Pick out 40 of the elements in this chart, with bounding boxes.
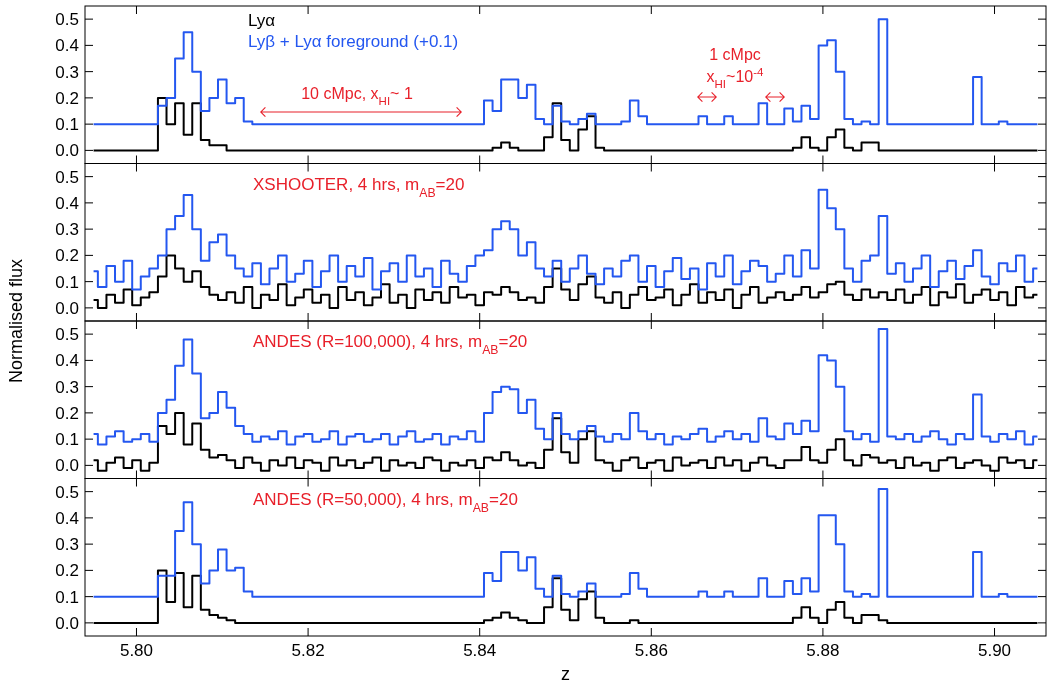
text: Lyβ + Lyα foreground (+0.1) xyxy=(248,32,459,51)
y-tick-label: 0.3 xyxy=(55,220,79,240)
y-tick-label: 0.1 xyxy=(55,272,79,292)
y-tick-label: 0.5 xyxy=(55,482,79,502)
y-tick-label: 0.4 xyxy=(55,508,79,528)
y-tick-label: 0.3 xyxy=(55,535,79,555)
annotation: 10 cMpc, x$_{HI}$~ 1 xyxy=(301,85,413,107)
y-tick-label: 0.5 xyxy=(55,167,79,187)
annotation: x$_{HI}$~10$^{-4}$ xyxy=(706,66,765,90)
y-tick-label: 0.5 xyxy=(55,10,79,30)
y-tick-label: 0.4 xyxy=(55,36,79,56)
y-axis-title: Normalised flux xyxy=(6,258,26,384)
y-tick-label: 0.3 xyxy=(55,377,79,397)
y-tick-label: 0.0 xyxy=(55,456,79,476)
x-tick-label: 5.90 xyxy=(977,641,1012,660)
y-tick-label: 0.3 xyxy=(55,62,79,82)
y-tick-label: 0.2 xyxy=(55,88,79,108)
y-tick-label: 0.4 xyxy=(55,193,79,213)
x-axis-title: z xyxy=(561,664,570,684)
y-tick-label: 0.0 xyxy=(55,298,79,318)
y-tick-label: 0.2 xyxy=(55,403,79,423)
y-tick-label: 0.5 xyxy=(55,325,79,345)
annotation: 1 cMpc xyxy=(709,46,761,63)
x-tick-label: 5.80 xyxy=(119,641,154,660)
x-tick-label: 5.88 xyxy=(806,641,840,660)
y-tick-label: 0.1 xyxy=(55,587,79,607)
annotation: ANDES (R=100,000), 4 hrs, m$_{AB}$=20 xyxy=(253,332,528,357)
y-tick-label: 0.4 xyxy=(55,351,79,371)
y-tick-label: 0.0 xyxy=(55,613,79,633)
y-tick-label: 0.2 xyxy=(55,561,79,581)
annotation: ANDES (R=50,000), 4 hrs, m$_{AB}$=20 xyxy=(253,489,518,515)
x-tick-label: 5.84 xyxy=(463,641,497,660)
y-tick-label: 0.0 xyxy=(55,141,79,161)
legend-label: Lyα xyxy=(248,11,276,30)
y-tick-label: 0.1 xyxy=(55,430,79,450)
y-tick-label: 0.2 xyxy=(55,246,79,266)
annotation: XSHOOTER, 4 hrs, m$_{AB}$=20 xyxy=(253,174,465,200)
y-tick-label: 0.1 xyxy=(55,115,79,135)
x-tick-label: 5.86 xyxy=(634,641,668,660)
x-tick-label: 5.82 xyxy=(291,641,325,660)
